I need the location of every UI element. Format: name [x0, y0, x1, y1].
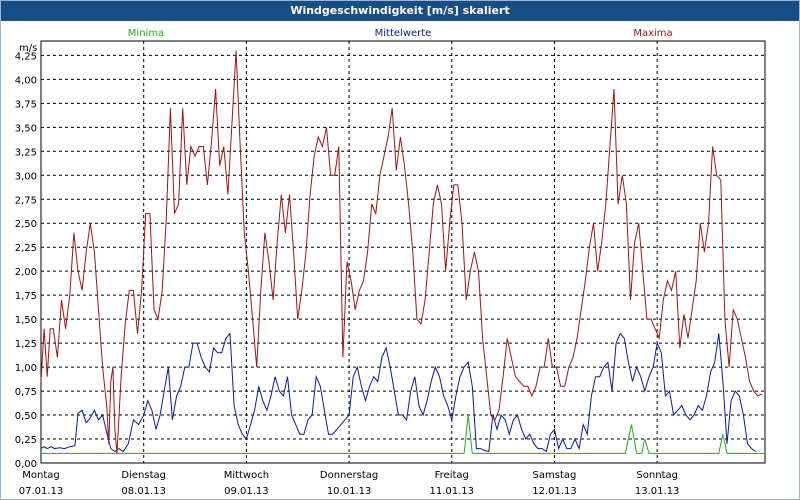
- y-tick-label: 4,00: [15, 75, 37, 86]
- y-tick-label: 3,75: [15, 99, 37, 110]
- x-tick-day-label: Freitag: [435, 470, 469, 481]
- y-tick-label: 2,75: [15, 195, 37, 206]
- y-tick-label: 1,00: [15, 363, 37, 374]
- y-tick-label: 4,25: [15, 51, 37, 62]
- x-tick-date-label: 11.01.13: [430, 486, 475, 497]
- y-tick-label: 3,25: [15, 147, 37, 158]
- x-tick-date-label: 07.01.13: [19, 486, 64, 497]
- x-tick-date-label: 12.01.13: [532, 486, 577, 497]
- x-tick-day-label: Montag: [22, 470, 59, 481]
- x-tick-day-label: Mittwoch: [224, 470, 269, 481]
- axes: 0,00 0,25 0,50 0,75 1,00 1,25 1,50 1,75 2,00 2,25…: [15, 51, 680, 497]
- y-tick-label: 0,75: [15, 387, 37, 398]
- y-tick-label: 2,50: [15, 219, 37, 230]
- x-tick-date-label: 09.01.13: [224, 486, 269, 497]
- legend-maxima: Maxima: [633, 28, 672, 39]
- y-tick-label: 3,00: [15, 171, 37, 182]
- x-tick-date-label: 13.01.13: [635, 486, 680, 497]
- series-line-mittelwerte: [40, 332, 757, 453]
- series-line-maxima: [40, 50, 763, 454]
- y-tick-label: 0,50: [15, 411, 37, 422]
- y-tick-label: 0,25: [15, 435, 37, 446]
- grid: [41, 41, 765, 463]
- x-tick-day-label: Donnerstag: [320, 470, 378, 481]
- series: [40, 50, 765, 454]
- legend-mittelwerte: Mittelwerte: [375, 28, 432, 39]
- window-title: Windgeschwindigkeit [m/s] skaliert: [1, 1, 799, 21]
- y-tick-label: 0,00: [15, 459, 37, 470]
- y-tick-label: 3,50: [15, 123, 37, 134]
- x-tick-day-label: Sonntag: [636, 470, 678, 481]
- x-tick-day-label: Samstag: [533, 470, 577, 481]
- y-tick-label: 1,25: [15, 339, 37, 350]
- y-tick-label: 1,75: [15, 291, 37, 302]
- y-tick-label: 2,00: [15, 267, 37, 278]
- series-line-minima: [41, 414, 765, 454]
- x-tick-date-label: 08.01.13: [121, 486, 166, 497]
- legend-minima: Minima: [128, 28, 164, 39]
- x-tick-day-label: Dienstag: [121, 470, 166, 481]
- plot-area: [40, 40, 766, 464]
- y-tick-label: 2,25: [15, 243, 37, 254]
- y-axis-label: m/s: [19, 43, 37, 54]
- x-tick-date-label: 10.01.13: [327, 486, 372, 497]
- y-tick-label: 1,50: [15, 315, 37, 326]
